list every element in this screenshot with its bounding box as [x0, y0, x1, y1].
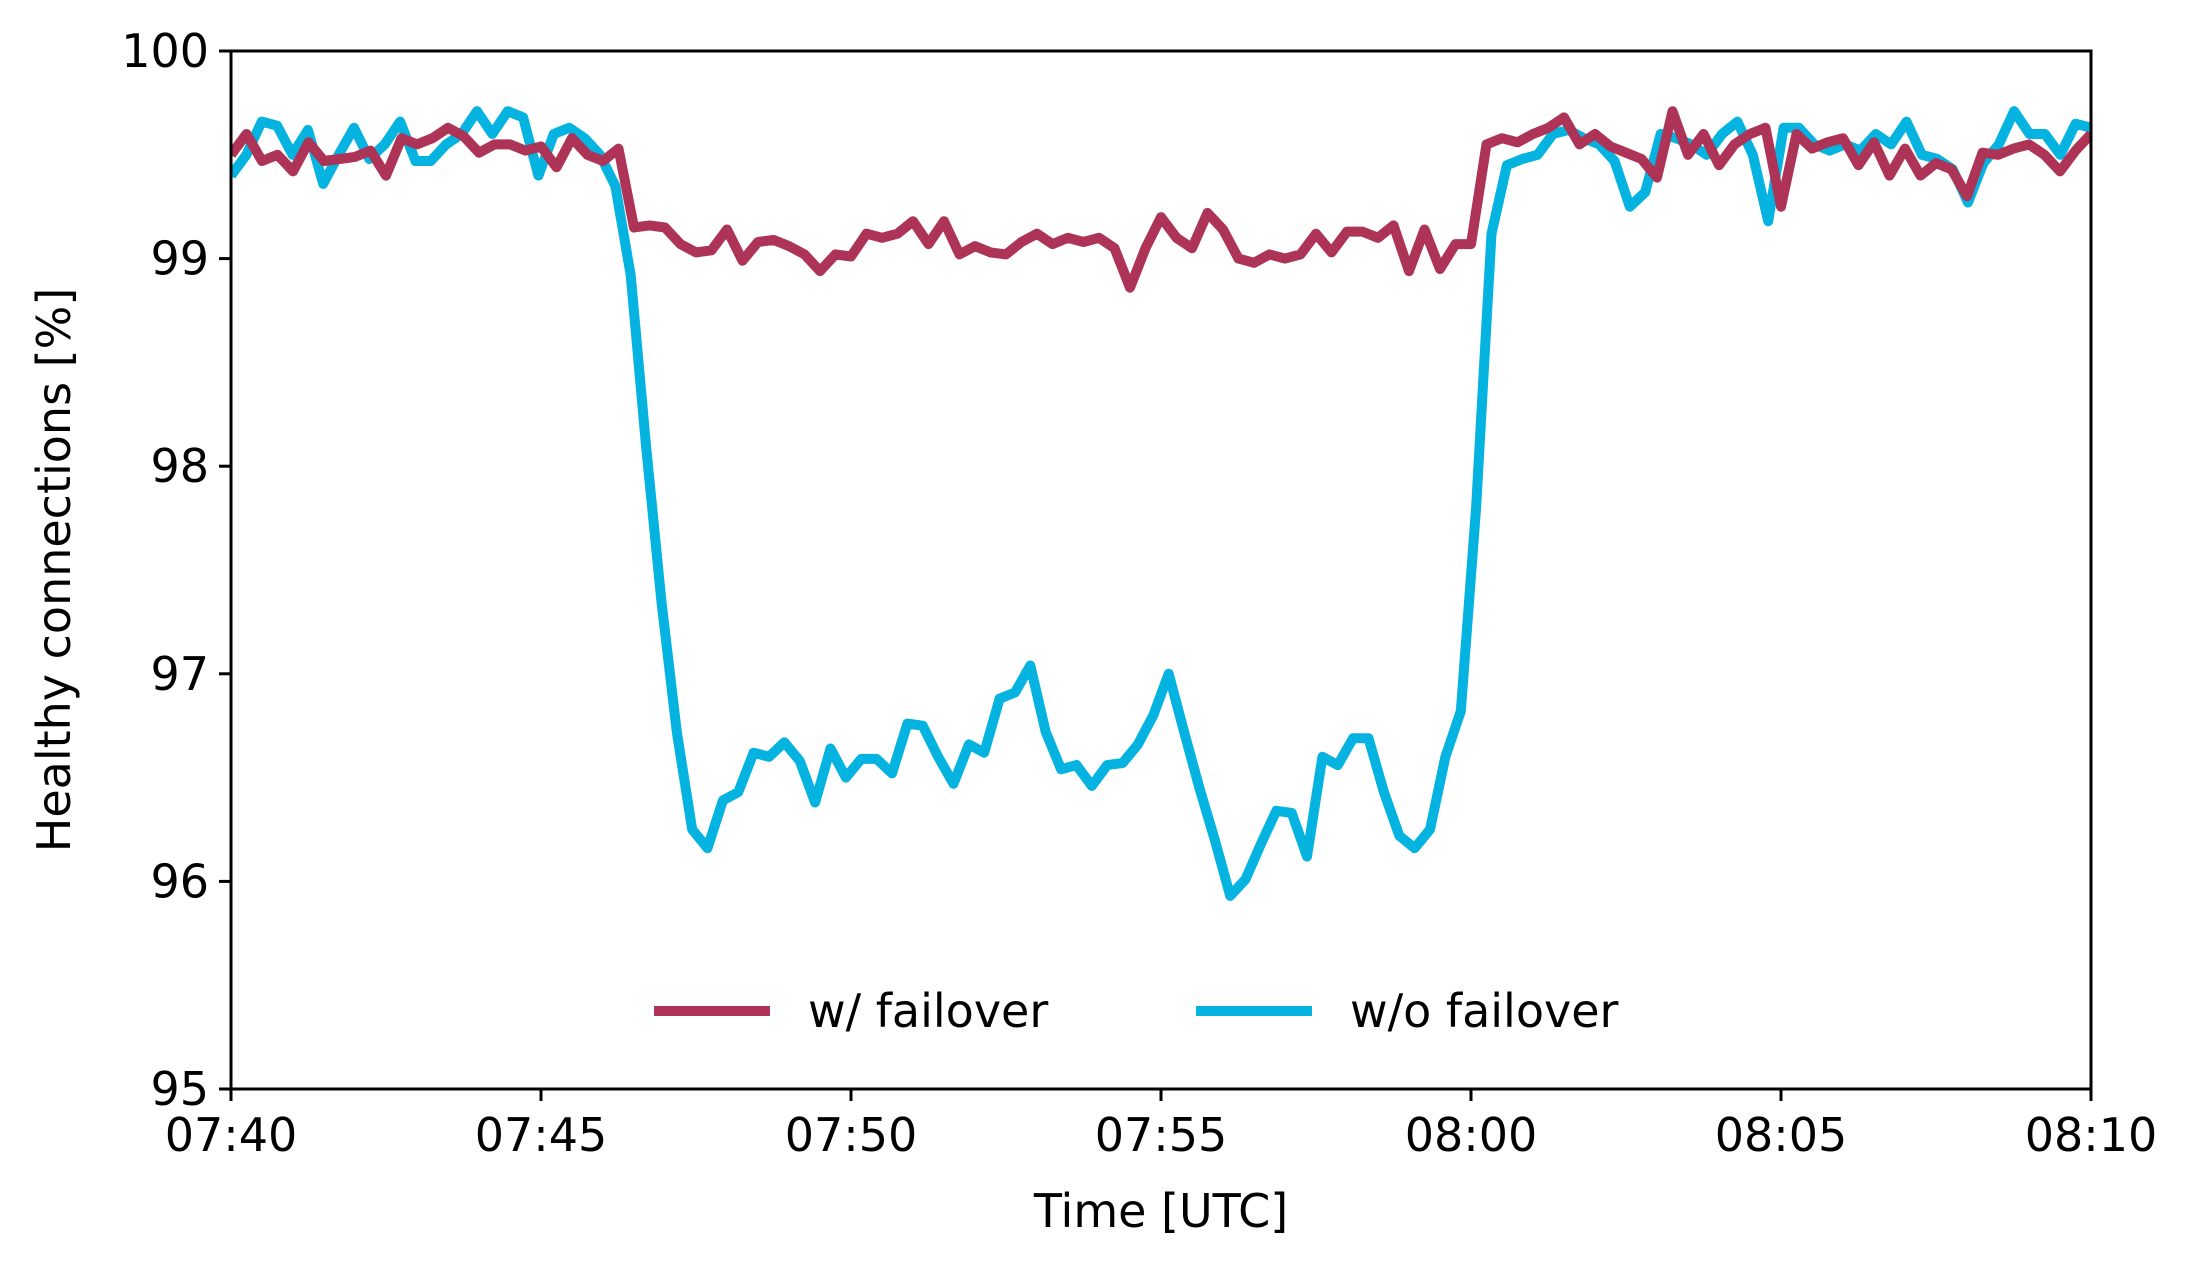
y-tick-label: 100	[121, 24, 209, 78]
x-tick-label: 07:50	[785, 1108, 918, 1162]
x-tick-label: 07:40	[165, 1108, 298, 1162]
series-layer	[231, 106, 2091, 901]
x-tick-label: 07:45	[475, 1108, 608, 1162]
x-axis-ticks: 07:40 07:45 07:50 07:55 08:00 08:05 08:10	[165, 1089, 2158, 1162]
x-tick-label: 07:55	[1095, 1108, 1228, 1162]
y-tick-label: 98	[150, 439, 209, 493]
y-tick-label: 95	[150, 1062, 209, 1116]
legend: w/ failover w/o failover	[654, 984, 1618, 1038]
y-tick-label: 99	[150, 232, 209, 286]
y-tick-label: 96	[150, 854, 209, 908]
series-line-wo-failover	[231, 106, 2091, 901]
y-axis-ticks: 95 96 97 98 99 100	[121, 24, 231, 1116]
legend-label-w-failover: w/ failover	[808, 984, 1048, 1038]
y-axis-title: Healthy connections [%]	[27, 288, 81, 853]
x-tick-label: 08:10	[2025, 1108, 2158, 1162]
x-tick-label: 08:05	[1715, 1108, 1848, 1162]
y-tick-label: 97	[150, 647, 209, 701]
x-axis-title: Time [UTC]	[1033, 1184, 1288, 1238]
x-tick-label: 08:00	[1405, 1108, 1538, 1162]
legend-label-wo-failover: w/o failover	[1350, 984, 1618, 1038]
series-line-w-failover	[231, 106, 2091, 293]
